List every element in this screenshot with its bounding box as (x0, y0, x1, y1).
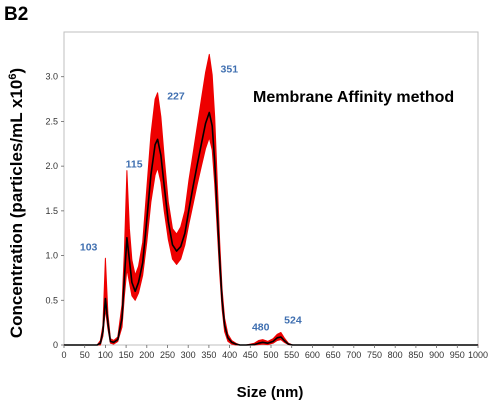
x-tick-label: 300 (181, 350, 196, 360)
chart-title: Membrane Affinity method (253, 89, 454, 106)
x-tick-label: 900 (429, 350, 444, 360)
y-tick-label: 0.5 (45, 295, 58, 305)
y-tick-label: 2.0 (45, 161, 58, 171)
x-tick-label: 150 (119, 350, 134, 360)
x-tick-label: 950 (450, 350, 465, 360)
plot-area: 0 50 100 150 200 250 300 350 400 450 500 550 600 650 7… (45, 31, 488, 360)
x-tick-label: 850 (408, 350, 423, 360)
x-tick-label: 50 (80, 350, 90, 360)
peak-label: 351 (221, 63, 239, 75)
x-tick-label: 800 (388, 350, 403, 360)
x-tick-label: 400 (222, 350, 237, 360)
x-tick-label: 550 (284, 350, 299, 360)
x-tick-label: 700 (346, 350, 361, 360)
x-tick-label: 350 (201, 350, 216, 360)
y-axis-label: Concentration (particles/mL x106) (7, 68, 26, 338)
peak-label: 480 (252, 322, 270, 334)
x-tick-label: 600 (305, 350, 320, 360)
y-tick-label: 2.5 (45, 116, 58, 126)
x-tick-label: 650 (326, 350, 341, 360)
mean-line (64, 111, 478, 346)
peak-label: 524 (284, 314, 302, 326)
x-tick-label: 0 (61, 350, 66, 360)
y-tick-label: 1.5 (45, 206, 58, 216)
x-tick-label: 1000 (468, 350, 488, 360)
peak-label: 115 (126, 159, 143, 171)
x-tick-label: 500 (263, 350, 278, 360)
panel-label: B2 (4, 4, 28, 25)
y-tick-label: 3.0 (45, 72, 58, 82)
x-axis-label: Size (nm) (237, 384, 304, 401)
x-tick-label: 200 (139, 350, 154, 360)
x-tick-label: 100 (98, 350, 113, 360)
peak-label: 227 (167, 91, 185, 103)
x-tick-label: 450 (243, 350, 258, 360)
x-tick-label: 250 (160, 350, 175, 360)
peak-label: 103 (80, 241, 98, 253)
y-tick-label: 1.0 (45, 251, 58, 261)
y-tick-label: 0 (53, 340, 58, 350)
x-tick-label: 750 (367, 350, 382, 360)
